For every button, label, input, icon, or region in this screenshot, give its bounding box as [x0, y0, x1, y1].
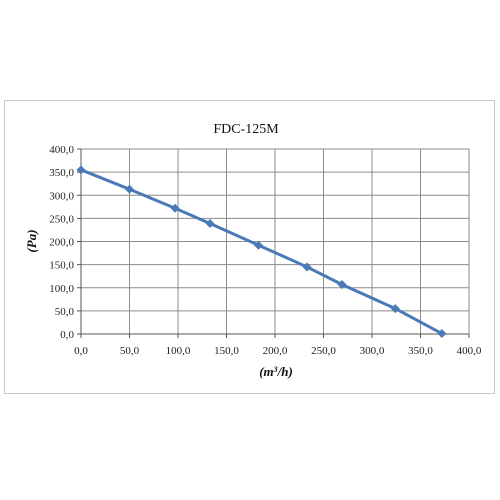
data-point-marker — [76, 165, 86, 175]
data-point-marker — [125, 184, 134, 194]
x-tick-label: 200,0 — [263, 345, 288, 357]
x-axis-title-unit: (m — [259, 364, 273, 379]
y-tick-label: 0,0 — [60, 329, 74, 341]
y-tick-label: 300,0 — [49, 190, 74, 202]
y-tick-label: 400,0 — [49, 144, 74, 156]
x-tick-label: 400,0 — [457, 345, 482, 357]
x-tick-label: 50,0 — [120, 345, 140, 357]
x-axis-title-tail: /h) — [277, 364, 293, 379]
y-tick-label: 150,0 — [49, 260, 74, 272]
axis-layer — [77, 148, 470, 338]
y-tick-label: 100,0 — [49, 283, 74, 295]
y-axis-title: (Pa) — [24, 229, 39, 252]
x-tick-label: 150,0 — [214, 345, 239, 357]
data-point-marker — [390, 304, 400, 314]
x-tick-label: 250,0 — [311, 345, 336, 357]
y-tick-label: 350,0 — [49, 167, 74, 179]
data-point-marker — [170, 203, 180, 213]
y-tick-label: 200,0 — [49, 237, 74, 249]
y-tick-label: 250,0 — [49, 213, 74, 225]
x-tick-label: 100,0 — [166, 345, 191, 357]
x-axis-title-sup: 3 — [273, 365, 278, 374]
data-point-marker — [254, 240, 264, 250]
tick-label-layer: 0,0 50,0 100,0 150,0 200,0 250,0 300,0 350,0 400… — [49, 144, 482, 357]
data-point-marker — [205, 218, 215, 228]
chart-title: FDC-125M — [213, 122, 279, 137]
x-tick-label: 300,0 — [360, 345, 385, 357]
data-point-marker — [437, 329, 447, 339]
grid-layer — [80, 148, 470, 335]
data-point-marker — [337, 280, 347, 290]
y-tick-label: 50,0 — [55, 306, 75, 318]
x-axis-title: (m3/h) — [259, 364, 293, 379]
x-tick-label: 350,0 — [408, 345, 433, 357]
series-layer — [76, 165, 447, 339]
data-point-marker — [302, 262, 312, 272]
x-tick-label: 0,0 — [74, 345, 88, 357]
